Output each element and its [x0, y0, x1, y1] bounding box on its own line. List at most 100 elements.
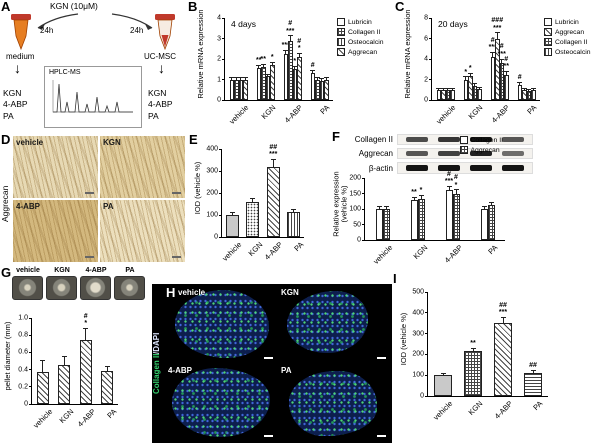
blot-band	[406, 137, 428, 142]
y-tick-mark	[362, 224, 365, 225]
bar	[487, 205, 495, 240]
legend-swatch	[459, 146, 468, 154]
significance-marker: ## ***	[269, 143, 278, 159]
error-bar-cap	[270, 159, 276, 160]
error-bar	[231, 78, 233, 80]
product-label: KGN	[148, 88, 167, 98]
y-tick-label: 200	[412, 350, 424, 358]
error-bar-cap	[296, 52, 302, 54]
error-bar	[42, 361, 44, 373]
error-bar	[378, 207, 380, 209]
bar	[270, 65, 275, 100]
significance-marker: # *	[297, 37, 302, 53]
bar	[477, 88, 482, 100]
y-tick-mark	[219, 170, 222, 172]
pellet-column: KGN	[46, 267, 78, 300]
panel-letter-E: E	[189, 132, 198, 147]
bar	[246, 201, 260, 237]
pellet-label: PA	[125, 267, 135, 274]
error-bar	[294, 67, 296, 70]
chart-protein-expression: Relative expression (vehicle %) 0 50 100 150…	[332, 136, 505, 266]
x-category-label: KGN	[466, 399, 485, 417]
bar	[494, 323, 512, 396]
plot-area-wrap: 0 2 4 6 8 * # *** # * ### *** # *** # ** vehicle KGN 4…	[416, 6, 540, 126]
y-tick-label: 300	[206, 167, 218, 175]
scale-bar	[377, 357, 386, 359]
error-bar	[451, 88, 453, 90]
bar	[472, 85, 477, 100]
pellet-photo-row: vehicle KGN 4-ABP PA	[12, 267, 146, 300]
error-bar-cap	[449, 87, 455, 89]
bar	[243, 79, 248, 100]
plot-area: 0 1 2 3 4 ** *** # ** # *** * * # * vehicle KGN 4-ABP PA…	[217, 15, 333, 126]
y-tick-label: 0	[420, 392, 424, 400]
x-category-label: PA	[485, 243, 499, 257]
error-bar	[267, 74, 269, 77]
pellet-photo	[80, 276, 111, 300]
product-label: 4-ABP	[148, 99, 173, 110]
error-bar	[244, 78, 246, 80]
error-bar-cap	[238, 77, 244, 79]
y-tick-mark	[29, 369, 32, 371]
chart-title: 20 days	[438, 19, 468, 29]
significance-marker: *	[464, 68, 468, 76]
blot-row-label: Collagen II	[354, 135, 393, 144]
incubation-time-left: 24h	[40, 26, 54, 35]
bar	[319, 80, 324, 100]
legend-item: Lubricin	[544, 18, 591, 26]
bar	[315, 79, 320, 100]
tissue-section	[289, 370, 377, 436]
blot-band	[502, 151, 524, 156]
bar	[265, 76, 270, 100]
legend-item: Aggrecan	[544, 28, 591, 36]
panel-H: H Collagen II/DAPI vehicle KGN 4-ABP	[152, 284, 392, 443]
y-axis-label-wrap: pellet diameter (mm)	[0, 306, 16, 405]
legend-item: Collagen II	[337, 28, 384, 36]
y-tick-mark	[362, 193, 365, 194]
blot-band	[438, 151, 460, 156]
error-bar-cap	[463, 76, 469, 78]
legend-swatch	[544, 18, 552, 26]
panel-letter-F: F	[332, 129, 340, 144]
error-bar	[258, 65, 260, 69]
y-tick-mark	[29, 351, 32, 353]
bar	[410, 200, 418, 240]
y-tick-mark	[222, 99, 225, 101]
error-bar-cap	[265, 73, 271, 75]
blot-row-bactin: β-actin	[341, 162, 533, 174]
error-bar-cap	[436, 87, 442, 89]
pellet-label: vehicle	[16, 267, 40, 274]
products-left: KGN 4-ABP PA	[3, 88, 28, 122]
ihc-image-vehicle: vehicle	[13, 136, 98, 198]
pellet-photo	[114, 276, 145, 300]
y-tick-label: 6	[424, 35, 428, 42]
y-tick-label: 2	[424, 76, 428, 83]
error-bar	[271, 62, 273, 66]
error-bar-cap	[530, 370, 536, 372]
error-bar	[420, 196, 422, 199]
error-bar-cap	[411, 196, 417, 198]
error-bar	[325, 77, 327, 80]
bar	[266, 166, 280, 237]
y-tick-label: 50	[353, 221, 361, 228]
medium-tube-icon	[11, 14, 31, 51]
chart-mrna-4days: Relative mRNA expression 0 1 2 3 4 ** *** # ** # *…	[193, 6, 384, 126]
y-tick-label: 1.0	[18, 314, 28, 322]
bar	[436, 89, 441, 100]
legend-item: Osteocalcin	[544, 48, 591, 56]
plot-area-wrap: 0 100 200 300 400 ## *** vehicle KGN 4-ABP PA	[206, 137, 305, 263]
error-bar	[532, 88, 534, 90]
significance-marker: #	[310, 62, 315, 70]
y-tick-mark	[219, 148, 222, 150]
y-tick-label: 200	[349, 174, 361, 182]
legend-swatch	[337, 28, 345, 36]
legend-swatch	[544, 28, 552, 36]
incubation-time-right: 24h	[130, 26, 144, 35]
panel-I: I IOD (vehicle %) 0 100 200 300 400 500 ** ## **…	[392, 271, 612, 443]
x-category-label: PA	[105, 407, 119, 421]
error-bar-cap	[467, 72, 473, 74]
collagen-dapi-side-label: Collagen II/DAPI	[152, 284, 161, 443]
bar	[434, 375, 452, 396]
x-category-label: 4-ABP	[492, 399, 515, 421]
scale-bar	[172, 256, 181, 258]
